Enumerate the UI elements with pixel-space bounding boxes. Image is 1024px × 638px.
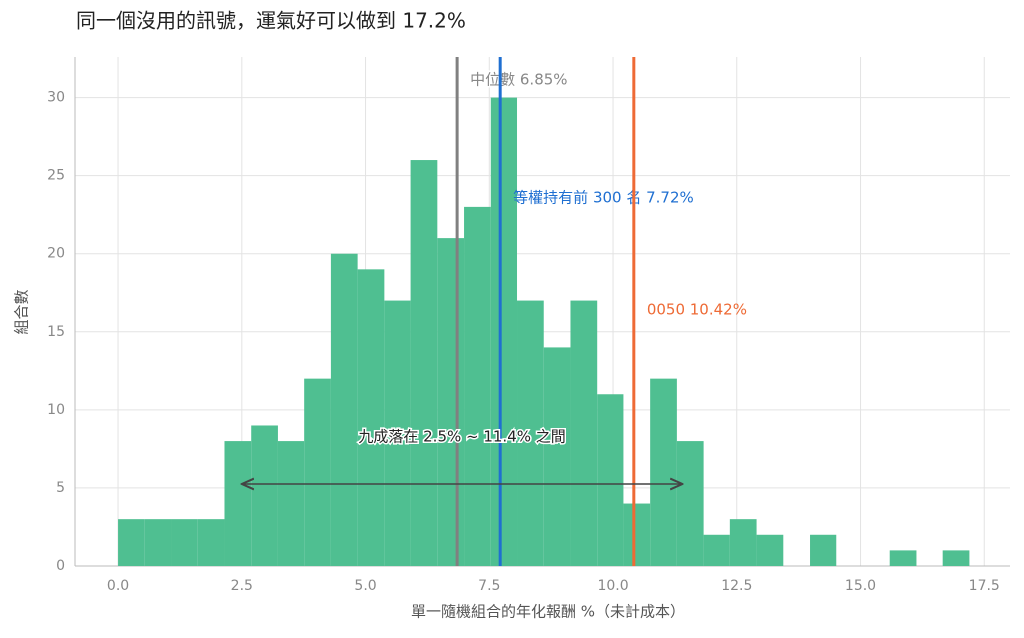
- bar: [810, 534, 837, 566]
- bar: [729, 519, 757, 566]
- chart-title: 同一個沒用的訊號，運氣好可以做到 17.2%: [76, 9, 466, 33]
- x-tick-label: 17.5: [969, 578, 1000, 594]
- bar: [118, 519, 145, 566]
- y-tick-label: 20: [47, 246, 65, 262]
- y-tick-label: 5: [56, 480, 65, 496]
- y-tick-label: 25: [47, 168, 65, 184]
- y-tick-label: 15: [47, 324, 65, 340]
- reference-label: 等權持有前 300 名 7.72%: [513, 189, 694, 207]
- bar: [171, 519, 198, 566]
- range-label: 九成落在 2.5% ~ 11.4% 之間: [358, 428, 565, 446]
- bar: [144, 519, 172, 566]
- y-tick-label: 30: [47, 90, 65, 106]
- bar: [517, 300, 544, 566]
- bar: [410, 160, 438, 566]
- y-axis-label: 組合數: [13, 289, 31, 334]
- bar: [490, 97, 518, 566]
- bar: [384, 300, 411, 566]
- bar: [464, 206, 491, 566]
- bar: [224, 441, 252, 566]
- bar: [676, 441, 704, 566]
- bar: [251, 425, 278, 566]
- bar: [703, 534, 730, 566]
- bar: [650, 378, 677, 566]
- bar: [357, 269, 385, 566]
- bar: [889, 550, 917, 566]
- x-tick-label: 2.5: [231, 578, 253, 594]
- bar: [570, 300, 598, 566]
- y-tick-label: 0: [56, 558, 65, 574]
- bar: [597, 394, 624, 566]
- x-tick-label: 10.0: [597, 578, 628, 594]
- x-axis-label: 單一隨機組合的年化報酬 %（未計成本）: [411, 603, 685, 621]
- y-tick-label: 10: [47, 402, 65, 418]
- x-tick-label: 5.0: [354, 578, 376, 594]
- bar: [197, 519, 225, 566]
- reference-label: 0050 10.42%: [647, 301, 747, 319]
- reference-label: 中位數 6.85%: [470, 71, 567, 89]
- x-tick-label: 7.5: [478, 578, 500, 594]
- x-tick-label: 0.0: [107, 578, 129, 594]
- bar: [756, 534, 784, 566]
- bar: [543, 347, 571, 566]
- bar: [437, 238, 465, 566]
- bar: [623, 503, 651, 566]
- bar: [277, 441, 305, 566]
- x-tick-label: 12.5: [721, 578, 752, 594]
- bar: [942, 550, 970, 566]
- bar: [330, 253, 358, 567]
- x-tick-label: 15.0: [845, 578, 876, 594]
- bar: [304, 378, 331, 566]
